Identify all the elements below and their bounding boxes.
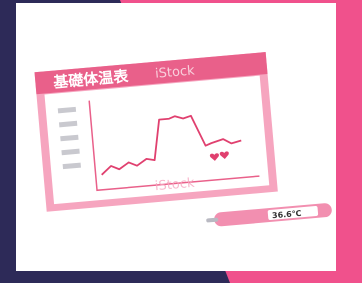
chart-card: 基礎体温表 iStock iStock (35, 52, 278, 212)
screenshot: 基礎体温表 iStock iStock 36.6℃ (0, 0, 362, 283)
